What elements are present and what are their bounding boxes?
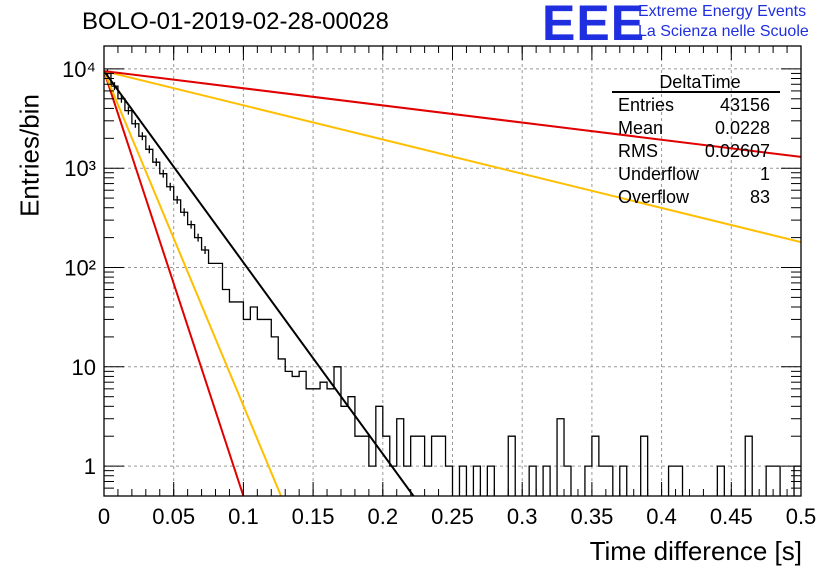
x-tick-label: 0.5 (786, 504, 817, 529)
stats-row-value: 1 (760, 164, 770, 184)
fit-line (104, 70, 801, 158)
stats-row-value: 0.0228 (715, 118, 770, 138)
stats-row-value: 0.02607 (705, 141, 770, 161)
x-tick-label: 0.4 (646, 504, 677, 529)
chart-title: BOLO-01-2019-02-28-00028 (82, 8, 389, 35)
stats-row-value: 83 (750, 187, 770, 207)
x-tick-label: 0.3 (507, 504, 538, 529)
x-tick-label: 0.45 (710, 504, 753, 529)
x-tick-label: 0 (98, 504, 110, 529)
histogram-outline (104, 72, 801, 496)
fit-line (104, 70, 245, 496)
eee-logo: EEE (542, 0, 646, 51)
y-tick-label: 10³ (64, 156, 96, 181)
x-tick-label: 0.25 (431, 504, 474, 529)
stats-row-label: Mean (618, 118, 663, 138)
stats-row-label: Underflow (618, 164, 700, 184)
fit-line (104, 70, 415, 496)
y-tick-label: 10⁴ (62, 57, 96, 82)
fit-line (104, 70, 801, 244)
stats-row-label: Entries (618, 95, 674, 115)
y-tick-label: 10² (64, 255, 96, 280)
logo-subtitle-2: La Scienza nelle Scuole (638, 23, 809, 40)
x-tick-label: 0.35 (570, 504, 613, 529)
stats-row-value: 43156 (720, 95, 770, 115)
x-axis-label: Time difference [s] (589, 536, 802, 566)
x-tick-label: 0.05 (152, 504, 195, 529)
stats-row-label: RMS (618, 141, 658, 161)
fit-line (104, 70, 282, 496)
stats-row-label: Overflow (618, 187, 690, 207)
x-tick-label: 0.2 (368, 504, 399, 529)
y-tick-label: 10 (72, 355, 96, 380)
x-tick-label: 0.15 (292, 504, 335, 529)
logo-subtitle-1: Extreme Energy Events (638, 3, 807, 20)
y-tick-label: 1 (84, 454, 96, 479)
stats-box-title: DeltaTime (659, 72, 740, 92)
y-axis-label: Entries/bin (14, 94, 45, 217)
x-tick-label: 0.1 (228, 504, 259, 529)
